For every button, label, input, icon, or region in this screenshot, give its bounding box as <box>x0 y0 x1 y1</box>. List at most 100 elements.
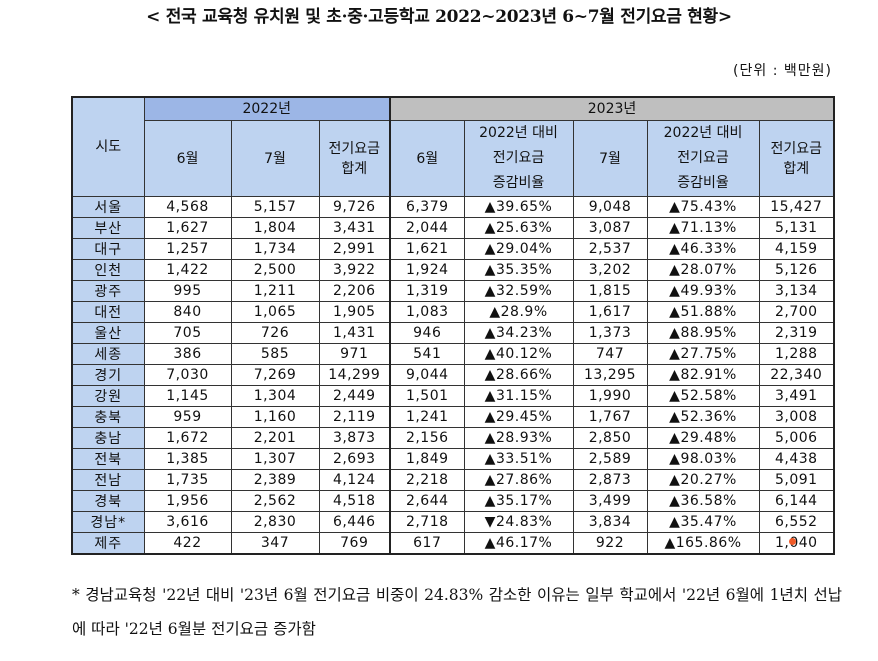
cell-2022-total: 769 <box>318 532 391 555</box>
table-row: 경남* 3,616 2,830 6,446 2,718 ▼24.83% 3,834 ▲35.4… <box>71 511 835 533</box>
header-ratio-line1: 2022년 대비 <box>663 125 743 141</box>
cell-2023-jul: 13,295 <box>572 364 648 386</box>
cell-2022-jun: 1,145 <box>143 385 232 407</box>
cell-2022-jun: 7,030 <box>143 364 232 386</box>
header-ratio-line2: 전기요금 <box>492 150 545 166</box>
cell-2022-total: 2,206 <box>318 280 391 302</box>
cell-2023-jun-ratio: ▲29.45% <box>463 406 574 428</box>
cell-2023-jun: 1,924 <box>389 259 465 281</box>
header-2022-jul: 7월 <box>230 120 320 197</box>
cell-2022-jun: 422 <box>143 532 232 555</box>
table-row: 대구 1,257 1,734 2,991 1,621 ▲29.04% 2,537 ▲46.33… <box>71 238 835 260</box>
cell-2022-jun: 1,385 <box>143 448 232 470</box>
cell-region: 서울 <box>71 196 145 218</box>
cell-2022-jul: 2,830 <box>230 511 320 533</box>
cell-2023-jun: 1,501 <box>389 385 465 407</box>
cell-2022-total: 1,431 <box>318 322 391 344</box>
header-2023-jun: 6월 <box>389 120 465 197</box>
cell-region: 부산 <box>71 217 145 239</box>
header-ratio-line3: 증감비율 <box>492 175 545 191</box>
cell-2022-jul: 1,304 <box>230 385 320 407</box>
cell-2023-jun-ratio: ▲40.12% <box>463 343 574 365</box>
header-total-line2: 합계 <box>783 160 810 177</box>
cell-2023-jul-ratio: ▲20.27% <box>646 469 760 491</box>
cell-2022-jul: 1,307 <box>230 448 320 470</box>
cell-2022-jun: 1,672 <box>143 427 232 449</box>
cell-region: 대전 <box>71 301 145 323</box>
cell-2022-total: 1,905 <box>318 301 391 323</box>
cell-2023-total: 3,491 <box>758 385 835 407</box>
header-2023-jul: 7월 <box>572 120 648 197</box>
cell-2023-jun-ratio: ▲33.51% <box>463 448 574 470</box>
header-total-line1: 전기요금 <box>770 140 823 157</box>
cell-2023-jun: 2,044 <box>389 217 465 239</box>
cell-2023-total: 6,552 <box>758 511 835 533</box>
cell-2023-jul: 3,499 <box>572 490 648 512</box>
cell-2022-total: 2,119 <box>318 406 391 428</box>
cell-2023-jul: 1,990 <box>572 385 648 407</box>
cell-2022-jul: 2,201 <box>230 427 320 449</box>
table-row: 인천 1,422 2,500 3,922 1,924 ▲35.35% 3,202 ▲28.07… <box>71 259 835 281</box>
cell-region: 경기 <box>71 364 145 386</box>
cell-2023-total: 2,700 <box>758 301 835 323</box>
cell-2023-jul: 2,589 <box>572 448 648 470</box>
table-row: 제주 422 347 769 617 ▲46.17% 922 ▲165.86% 1,040 <box>71 532 835 555</box>
cell-2023-jul-ratio: ▲49.93% <box>646 280 760 302</box>
cell-2022-total: 14,299 <box>318 364 391 386</box>
cell-2023-total: 6,144 <box>758 490 835 512</box>
cell-2022-jul: 1,804 <box>230 217 320 239</box>
cell-2023-jun: 1,319 <box>389 280 465 302</box>
table-row: 경기 7,030 7,269 14,299 9,044 ▲28.66% 13,295 ▲82.… <box>71 364 835 386</box>
table-row: 충북 959 1,160 2,119 1,241 ▲29.45% 1,767 ▲52.36% 3… <box>71 406 835 428</box>
cell-2023-jun: 2,718 <box>389 511 465 533</box>
cell-2023-jun: 9,044 <box>389 364 465 386</box>
cell-2023-total: 5,126 <box>758 259 835 281</box>
cell-2023-jul-ratio: ▲46.33% <box>646 238 760 260</box>
cell-2023-total: 2,319 <box>758 322 835 344</box>
cell-2022-total: 971 <box>318 343 391 365</box>
cell-2023-jun-ratio: ▲34.23% <box>463 322 574 344</box>
cell-2023-jul: 3,834 <box>572 511 648 533</box>
cell-2023-jun-ratio: ▲28.93% <box>463 427 574 449</box>
header-2022-jun: 6월 <box>143 120 232 197</box>
cell-2023-jun-ratio: ▲25.63% <box>463 217 574 239</box>
unit-label: (단위 : 백만원) <box>733 63 832 79</box>
table-row: 강원 1,145 1,304 2,449 1,501 ▲31.15% 1,990 ▲52.58… <box>71 385 835 407</box>
cell-2023-jul: 1,767 <box>572 406 648 428</box>
cell-2023-jun-ratio: ▲46.17% <box>463 532 574 555</box>
cell-region: 광주 <box>71 280 145 302</box>
cell-2022-jul: 2,389 <box>230 469 320 491</box>
cell-2023-jul: 747 <box>572 343 648 365</box>
cell-2022-jun: 1,422 <box>143 259 232 281</box>
cell-2023-jul-ratio: ▲35.47% <box>646 511 760 533</box>
cell-2023-jun: 2,156 <box>389 427 465 449</box>
cell-2023-jun-ratio: ▲27.86% <box>463 469 574 491</box>
cell-2023-jul-ratio: ▲98.03% <box>646 448 760 470</box>
cell-2022-jun: 3,616 <box>143 511 232 533</box>
cell-2023-total: 5,006 <box>758 427 835 449</box>
cell-2023-jul-ratio: ▲52.58% <box>646 385 760 407</box>
header-total-line2: 합계 <box>341 160 368 177</box>
cell-2023-jun-ratio: ▲31.15% <box>463 385 574 407</box>
cell-2023-jul: 3,202 <box>572 259 648 281</box>
cell-2023-jun: 617 <box>389 532 465 555</box>
cell-2022-jul: 2,500 <box>230 259 320 281</box>
cell-2022-total: 3,873 <box>318 427 391 449</box>
cell-region: 울산 <box>71 322 145 344</box>
header-ratio-line1: 2022년 대비 <box>479 125 558 141</box>
cell-2023-jul-ratio: ▲88.95% <box>646 322 760 344</box>
cell-2023-jul-ratio: ▲29.48% <box>646 427 760 449</box>
cell-2022-total: 3,922 <box>318 259 391 281</box>
header-total-line1: 전기요금 <box>328 140 381 157</box>
cell-2023-total: 1,040 <box>758 532 835 555</box>
cell-2023-jul-ratio: ▲75.43% <box>646 196 760 218</box>
cell-2023-total: 22,340 <box>758 364 835 386</box>
cell-2023-jul-ratio: ▲51.88% <box>646 301 760 323</box>
cell-region: 충남 <box>71 427 145 449</box>
cell-2022-total: 3,431 <box>318 217 391 239</box>
cell-region: 충북 <box>71 406 145 428</box>
cell-region: 강원 <box>71 385 145 407</box>
cell-2023-jun-ratio: ▲35.35% <box>463 259 574 281</box>
cell-2023-jul: 2,537 <box>572 238 648 260</box>
orange-dot-mark <box>789 538 796 545</box>
